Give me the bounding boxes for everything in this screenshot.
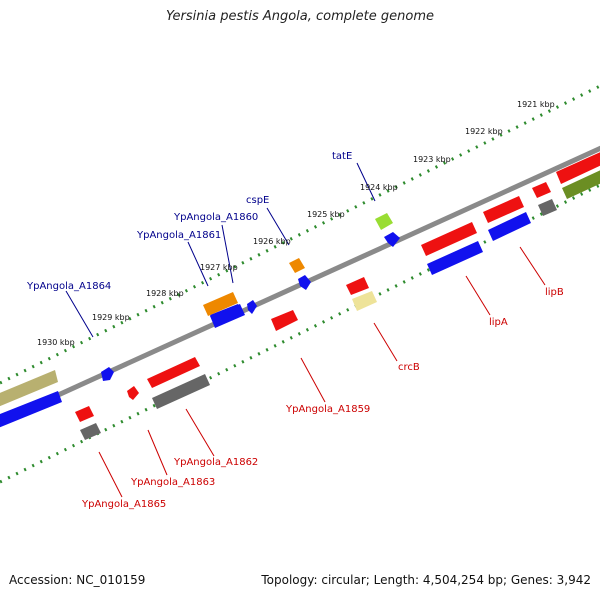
feature-olive[interactable] xyxy=(562,168,600,199)
kbp-label-1926: 1926 kbp xyxy=(253,237,291,246)
kbp-label-1921: 1921 kbp xyxy=(517,100,555,109)
gene-label-ypangola-a1861[interactable]: YpAngola_A1861 xyxy=(136,230,221,241)
feature-blue-mid[interactable] xyxy=(298,275,311,290)
feature-ypangola-a1859[interactable] xyxy=(271,310,298,331)
gene-label-lipb[interactable]: lipB xyxy=(545,287,564,298)
forward-features xyxy=(0,150,600,428)
feature-ypangola-a1862[interactable] xyxy=(147,357,200,388)
feature-lipb[interactable] xyxy=(483,196,524,223)
feature-ypangola-a1865[interactable] xyxy=(75,406,94,422)
kbp-label-1923: 1923 kbp xyxy=(413,155,451,164)
gene-label-ypangola-a1863[interactable]: YpAngola_A1863 xyxy=(130,477,215,488)
feature-blue-lipb[interactable] xyxy=(488,212,531,241)
accession-label: Accession: NC_010159 xyxy=(9,573,146,587)
kbp-label-1925: 1925 kbp xyxy=(307,210,345,219)
feature-blue-left[interactable] xyxy=(0,391,62,428)
feature-khaki[interactable] xyxy=(0,370,58,407)
gene-label-cspe[interactable]: cspE xyxy=(246,195,269,206)
feature-pale-yellow[interactable] xyxy=(352,291,377,311)
gene-label-ypangola-a1864[interactable]: YpAngola_A1864 xyxy=(26,281,111,292)
feature-gray-a1865[interactable] xyxy=(80,423,101,440)
kbp-label-1927: 1927 kbp xyxy=(200,263,238,272)
kbp-label-1924: 1924 kbp xyxy=(360,183,398,192)
gene-label-ypangola-a1859[interactable]: YpAngola_A1859 xyxy=(285,404,370,415)
feature-ypangola-a1860[interactable] xyxy=(203,292,238,316)
feature-red-right[interactable] xyxy=(532,182,551,198)
map-title: Yersinia pestis Angola, complete genome xyxy=(166,9,434,24)
feature-tate[interactable] xyxy=(375,213,393,230)
feature-blue-tate[interactable] xyxy=(384,232,400,247)
gene-label-ypangola-a1862[interactable]: YpAngola_A1862 xyxy=(173,457,258,468)
gene-label-ypangola-a1860[interactable]: YpAngola_A1860 xyxy=(173,212,258,223)
reverse-connectors xyxy=(98,246,546,498)
feature-ypangola-a1863[interactable] xyxy=(127,386,139,400)
forward-connectors xyxy=(65,162,376,338)
ruler-lower xyxy=(0,183,600,484)
feature-lipa[interactable] xyxy=(421,222,477,256)
feature-ypangola-a1864[interactable] xyxy=(101,367,114,381)
feature-crcb[interactable] xyxy=(346,277,369,295)
feature-blue-a1861[interactable] xyxy=(210,304,245,328)
kbp-label-1929: 1929 kbp xyxy=(92,313,130,322)
feature-red-far-right[interactable] xyxy=(556,150,600,184)
gene-label-lipa[interactable]: lipA xyxy=(489,317,508,328)
kbp-label-1928: 1928 kbp xyxy=(146,289,184,298)
feature-cspe[interactable] xyxy=(289,258,305,273)
gene-label-tate[interactable]: tatE xyxy=(332,151,352,162)
gene-label-crcb[interactable]: crcB xyxy=(398,362,420,373)
kbp-label-1930: 1930 kbp xyxy=(37,338,75,347)
topology-label: Topology: circular; Length: 4,504,254 bp… xyxy=(261,573,591,587)
reverse-features xyxy=(75,168,600,440)
feature-small-blue[interactable] xyxy=(247,300,257,314)
ruler-upper xyxy=(0,84,600,385)
feature-gray-a1862[interactable] xyxy=(152,374,210,409)
feature-blue-lipa[interactable] xyxy=(427,241,483,275)
kbp-label-1922: 1922 kbp xyxy=(465,127,503,136)
feature-gray-right[interactable] xyxy=(538,199,557,216)
gene-label-ypangola-a1865[interactable]: YpAngola_A1865 xyxy=(81,499,166,510)
